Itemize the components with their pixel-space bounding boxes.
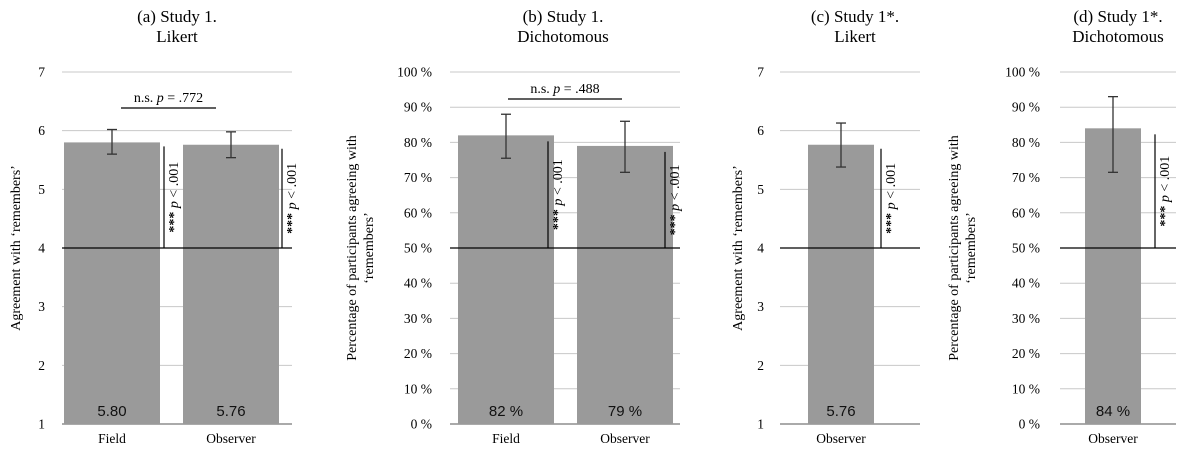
y-tick-label: 5 xyxy=(757,182,764,197)
bar-value-label: 84 % xyxy=(1096,403,1130,420)
y-tick-label: 80 % xyxy=(1012,135,1040,150)
y-tick-label: 100 % xyxy=(397,65,432,80)
y-tick-label: 90 % xyxy=(404,100,432,115)
x-tick-label: Observer xyxy=(600,431,650,446)
bar-value-label: 5.80 xyxy=(97,403,126,420)
y-tick-label: 80 % xyxy=(404,135,432,150)
y-tick-label: 7 xyxy=(757,65,764,80)
bar-value-label: 82 % xyxy=(489,403,523,420)
y-tick-label: 4 xyxy=(38,241,45,256)
chart-title: (b) Study 1. Dichotomous xyxy=(517,7,609,46)
y-tick-label: 6 xyxy=(757,123,764,138)
comparison-label: n.s. p = .772 xyxy=(134,91,203,106)
chart-title: (c) Study 1*. Likert xyxy=(811,7,899,46)
bar-value-label: 5.76 xyxy=(826,403,855,420)
y-tick-label: 2 xyxy=(757,358,764,373)
y-tick-label: 3 xyxy=(38,299,45,314)
x-tick-label: Observer xyxy=(816,431,866,446)
y-tick-label: 3 xyxy=(757,299,764,314)
y-tick-label: 1 xyxy=(38,417,45,432)
y-tick-label: 10 % xyxy=(404,381,432,396)
bar xyxy=(64,142,160,424)
y-axis-label: Agreement with ‘remembers’ xyxy=(9,165,24,331)
y-tick-label: 60 % xyxy=(404,205,432,220)
y-axis-label: Agreement with ‘remembers’ xyxy=(731,165,746,331)
bar xyxy=(1085,128,1141,424)
y-tick-label: 20 % xyxy=(1012,346,1040,361)
y-tick-label: 100 % xyxy=(1005,65,1040,80)
y-tick-label: 0 % xyxy=(1019,417,1040,432)
y-tick-label: 10 % xyxy=(1012,381,1040,396)
y-tick-label: 30 % xyxy=(1012,311,1040,326)
y-tick-label: 2 xyxy=(38,358,45,373)
y-tick-label: 1 xyxy=(757,417,764,432)
y-tick-label: 70 % xyxy=(404,170,432,185)
significance-label: *** p < .001 xyxy=(1158,156,1173,227)
x-tick-label: Observer xyxy=(1088,431,1138,446)
chart-title: (d) Study 1*. Dichotomous xyxy=(1072,7,1164,46)
chart-panel-3: 1 2 3 4 5 6 7 (c) Study 1*. Likert Agreement with… xyxy=(731,7,920,446)
x-tick-label: Observer xyxy=(206,431,256,446)
y-tick-label: 5 xyxy=(38,182,45,197)
y-axis-label: Percentage of participants agreeing with… xyxy=(947,135,979,360)
y-axis-label: Percentage of participants agreeing with… xyxy=(345,135,377,360)
bar xyxy=(808,144,874,424)
significance-label: *** p < .001 xyxy=(285,163,300,234)
significance-label: *** p < .001 xyxy=(167,162,182,233)
bar xyxy=(577,145,673,425)
chart-panel-2: 0 % 10 % 20 % 30 % 40 % 50 % 60 % 70 % 80 % 90 % 1… xyxy=(345,7,683,446)
y-tick-label: 40 % xyxy=(404,276,432,291)
y-tick-label: 50 % xyxy=(404,241,432,256)
bar-value-label: 79 % xyxy=(608,403,642,420)
bar xyxy=(183,144,279,424)
y-tick-label: 4 xyxy=(757,241,764,256)
significance-label: *** p < .001 xyxy=(668,165,683,236)
y-tick-label: 0 % xyxy=(411,417,432,432)
y-tick-label: 6 xyxy=(38,123,45,138)
bar-value-label: 5.76 xyxy=(216,403,245,420)
bar xyxy=(458,135,554,425)
y-tick-label: 30 % xyxy=(404,311,432,326)
chart-panel-4: 0 % 10 % 20 % 30 % 40 % 50 % 60 % 70 % 80 % 90 % 1… xyxy=(947,7,1176,446)
chart-panel-1: 1 2 3 4 5 6 7 (a) Study 1. Likert Agreement with … xyxy=(9,7,300,446)
x-tick-label: Field xyxy=(492,431,520,446)
y-tick-label: 90 % xyxy=(1012,100,1040,115)
y-tick-label: 40 % xyxy=(1012,276,1040,291)
y-tick-label: 7 xyxy=(38,65,45,80)
y-tick-label: 20 % xyxy=(404,346,432,361)
y-tick-label: 50 % xyxy=(1012,241,1040,256)
comparison-label: n.s. p = .488 xyxy=(530,82,599,97)
significance-label: *** p < .001 xyxy=(551,159,566,230)
significance-label: *** p < .001 xyxy=(884,163,899,234)
x-tick-label: Field xyxy=(98,431,126,446)
y-tick-label: 70 % xyxy=(1012,170,1040,185)
y-tick-label: 60 % xyxy=(1012,205,1040,220)
chart-title: (a) Study 1. Likert xyxy=(137,7,217,46)
